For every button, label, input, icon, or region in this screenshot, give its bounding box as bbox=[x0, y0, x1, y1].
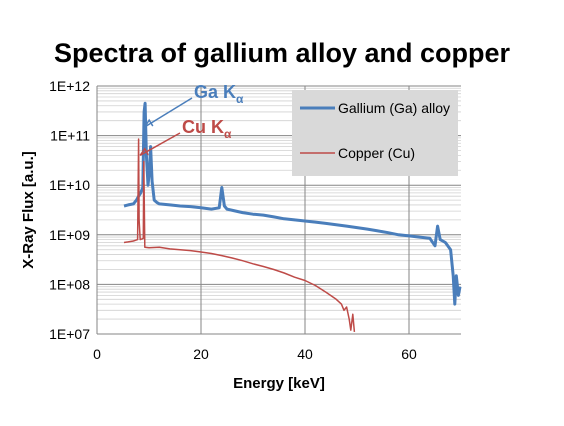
annotation-arrowhead bbox=[139, 147, 149, 156]
x-axis-label: Energy [keV] bbox=[233, 375, 325, 392]
annotation-cu-text: Cu Kα bbox=[182, 117, 232, 141]
y-tick-label: 1E+09 bbox=[49, 227, 90, 243]
y-tick-labels: 1E+07 1E+08 1E+09 1E+10 1E+11 1E+12 bbox=[49, 78, 90, 342]
annotation-arrowhead bbox=[144, 118, 154, 128]
annotation-ga: Ga Kα bbox=[144, 82, 244, 128]
x-tick-label: 60 bbox=[401, 346, 417, 362]
annotation-cu: Cu Kα bbox=[139, 117, 232, 156]
chart-title: Spectra of gallium alloy and copper bbox=[54, 38, 511, 68]
x-tick-label: 0 bbox=[93, 346, 101, 362]
y-tick-label: 1E+10 bbox=[49, 177, 90, 193]
x-tick-label: 40 bbox=[297, 346, 313, 362]
y-axis-label: X-Ray Flux [a.u.] bbox=[20, 151, 37, 269]
annotation-ga-text: Ga Kα bbox=[194, 82, 244, 106]
series-cu-line bbox=[123, 138, 356, 332]
y-tick-label: 1E+11 bbox=[50, 128, 90, 144]
annotation-ga-arrow bbox=[144, 97, 193, 128]
legend-label-cu: Copper (Cu) bbox=[338, 145, 415, 161]
x-tick-labels: 0 20 40 60 bbox=[93, 346, 417, 362]
x-tick-label: 20 bbox=[193, 346, 209, 362]
legend-box bbox=[292, 90, 458, 176]
legend-label-ga: Gallium (Ga) alloy bbox=[338, 100, 450, 116]
series-ga-line bbox=[123, 101, 462, 306]
y-tick-label: 1E+08 bbox=[49, 276, 90, 292]
y-tick-label: 1E+07 bbox=[49, 326, 90, 342]
y-tick-label: 1E+12 bbox=[49, 78, 90, 94]
